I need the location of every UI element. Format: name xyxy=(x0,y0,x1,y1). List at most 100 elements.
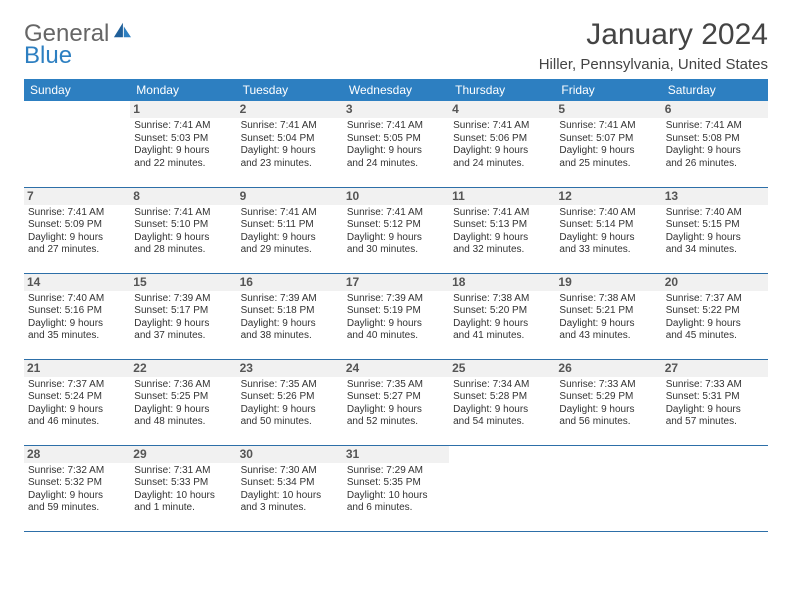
day-number: 6 xyxy=(662,101,768,118)
daylight-text: and 32 minutes. xyxy=(453,244,551,257)
day-cell: 13Sunrise: 7:40 AMSunset: 5:15 PMDayligh… xyxy=(662,187,768,273)
day-info: Sunrise: 7:41 AMSunset: 5:10 PMDaylight:… xyxy=(134,207,232,257)
day-cell: 10Sunrise: 7:41 AMSunset: 5:12 PMDayligh… xyxy=(343,187,449,273)
daylight-text: Daylight: 9 hours xyxy=(134,145,232,158)
day-number: 19 xyxy=(555,274,661,291)
day-number: 31 xyxy=(343,446,449,463)
daylight-text: Daylight: 9 hours xyxy=(666,232,764,245)
sunset-text: Sunset: 5:03 PM xyxy=(134,133,232,146)
daylight-text: Daylight: 9 hours xyxy=(241,404,339,417)
sunset-text: Sunset: 5:34 PM xyxy=(241,477,339,490)
sunset-text: Sunset: 5:28 PM xyxy=(453,391,551,404)
day-info: Sunrise: 7:41 AMSunset: 5:08 PMDaylight:… xyxy=(666,120,764,170)
daylight-text: and 35 minutes. xyxy=(28,330,126,343)
day-number: 20 xyxy=(662,274,768,291)
sunrise-text: Sunrise: 7:30 AM xyxy=(241,465,339,478)
sunset-text: Sunset: 5:29 PM xyxy=(559,391,657,404)
day-number: 23 xyxy=(237,360,343,377)
sunset-text: Sunset: 5:26 PM xyxy=(241,391,339,404)
day-number: 1 xyxy=(130,101,236,118)
daylight-text: Daylight: 10 hours xyxy=(241,490,339,503)
day-cell: 11Sunrise: 7:41 AMSunset: 5:13 PMDayligh… xyxy=(449,187,555,273)
daylight-text: and 23 minutes. xyxy=(241,158,339,171)
day-header-row: Sunday Monday Tuesday Wednesday Thursday… xyxy=(24,79,768,101)
day-cell: 4Sunrise: 7:41 AMSunset: 5:06 PMDaylight… xyxy=(449,101,555,187)
sunset-text: Sunset: 5:22 PM xyxy=(666,305,764,318)
sunset-text: Sunset: 5:04 PM xyxy=(241,133,339,146)
daylight-text: Daylight: 9 hours xyxy=(347,404,445,417)
day-cell: 30Sunrise: 7:30 AMSunset: 5:34 PMDayligh… xyxy=(237,445,343,531)
week-row: 1Sunrise: 7:41 AMSunset: 5:03 PMDaylight… xyxy=(24,101,768,187)
day-cell xyxy=(24,101,130,187)
daylight-text: Daylight: 10 hours xyxy=(134,490,232,503)
day-number: 11 xyxy=(449,188,555,205)
sunset-text: Sunset: 5:08 PM xyxy=(666,133,764,146)
day-number: 17 xyxy=(343,274,449,291)
day-number: 10 xyxy=(343,188,449,205)
sunset-text: Sunset: 5:20 PM xyxy=(453,305,551,318)
sunset-text: Sunset: 5:33 PM xyxy=(134,477,232,490)
sunrise-text: Sunrise: 7:37 AM xyxy=(666,293,764,306)
day-number: 3 xyxy=(343,101,449,118)
daylight-text: Daylight: 9 hours xyxy=(666,404,764,417)
day-number: 16 xyxy=(237,274,343,291)
sunrise-text: Sunrise: 7:37 AM xyxy=(28,379,126,392)
sunrise-text: Sunrise: 7:41 AM xyxy=(453,207,551,220)
daylight-text: Daylight: 9 hours xyxy=(453,232,551,245)
day-info: Sunrise: 7:41 AMSunset: 5:09 PMDaylight:… xyxy=(28,207,126,257)
sunrise-text: Sunrise: 7:39 AM xyxy=(241,293,339,306)
sunset-text: Sunset: 5:24 PM xyxy=(28,391,126,404)
sunset-text: Sunset: 5:19 PM xyxy=(347,305,445,318)
daylight-text: Daylight: 10 hours xyxy=(347,490,445,503)
daylight-text: Daylight: 9 hours xyxy=(134,232,232,245)
daylight-text: and 54 minutes. xyxy=(453,416,551,429)
sunrise-text: Sunrise: 7:41 AM xyxy=(347,120,445,133)
daylight-text: and 48 minutes. xyxy=(134,416,232,429)
day-cell: 16 Sunrise: 7:39 AMSunset: 5:18 PMDayligh… xyxy=(237,273,343,359)
day-cell: 1Sunrise: 7:41 AMSunset: 5:03 PMDaylight… xyxy=(130,101,236,187)
daylight-text: Daylight: 9 hours xyxy=(666,145,764,158)
daylight-text: and 33 minutes. xyxy=(559,244,657,257)
sunrise-text: Sunrise: 7:35 AM xyxy=(347,379,445,392)
day-info: Sunrise: 7:40 AMSunset: 5:16 PMDaylight:… xyxy=(28,293,126,343)
logo-word-2: Blue xyxy=(24,44,133,68)
daylight-text: and 26 minutes. xyxy=(666,158,764,171)
day-number: 29 xyxy=(130,446,236,463)
sunset-text: Sunset: 5:11 PM xyxy=(241,219,339,232)
sunset-text: Sunset: 5:12 PM xyxy=(347,219,445,232)
week-row: 14Sunrise: 7:40 AMSunset: 5:16 PMDayligh… xyxy=(24,273,768,359)
day-cell xyxy=(662,445,768,531)
sunset-text: Sunset: 5:06 PM xyxy=(453,133,551,146)
day-info: Sunrise: 7:35 AMSunset: 5:26 PMDaylight:… xyxy=(241,379,339,429)
sunrise-text: Sunrise: 7:38 AM xyxy=(559,293,657,306)
sunrise-text: Sunrise: 7:29 AM xyxy=(347,465,445,478)
day-number: 9 xyxy=(237,188,343,205)
daylight-text: and 1 minute. xyxy=(134,502,232,515)
day-info: Sunrise: 7:41 AMSunset: 5:11 PMDaylight:… xyxy=(241,207,339,257)
day-cell: 20Sunrise: 7:37 AMSunset: 5:22 PMDayligh… xyxy=(662,273,768,359)
daylight-text: Daylight: 9 hours xyxy=(559,404,657,417)
day-info: Sunrise: 7:41 AMSunset: 5:05 PMDaylight:… xyxy=(347,120,445,170)
daylight-text: Daylight: 9 hours xyxy=(559,318,657,331)
day-cell: 29Sunrise: 7:31 AMSunset: 5:33 PMDayligh… xyxy=(130,445,236,531)
sunset-text: Sunset: 5:17 PM xyxy=(134,305,232,318)
sunset-text: Sunset: 5:07 PM xyxy=(559,133,657,146)
day-cell xyxy=(555,445,661,531)
sunrise-text: Sunrise: 7:35 AM xyxy=(241,379,339,392)
day-number: 21 xyxy=(24,360,130,377)
day-cell: 31Sunrise: 7:29 AMSunset: 5:35 PMDayligh… xyxy=(343,445,449,531)
day-number: 27 xyxy=(662,360,768,377)
day-number: 2 xyxy=(237,101,343,118)
day-number: 7 xyxy=(24,188,130,205)
day-info: Sunrise: 7:39 AMSunset: 5:18 PMDaylight:… xyxy=(241,293,339,343)
daylight-text: and 27 minutes. xyxy=(28,244,126,257)
day-cell: 25Sunrise: 7:34 AMSunset: 5:28 PMDayligh… xyxy=(449,359,555,445)
day-cell: 2Sunrise: 7:41 AMSunset: 5:04 PMDaylight… xyxy=(237,101,343,187)
sunrise-text: Sunrise: 7:41 AM xyxy=(666,120,764,133)
sunset-text: Sunset: 5:25 PM xyxy=(134,391,232,404)
sunrise-text: Sunrise: 7:36 AM xyxy=(134,379,232,392)
daylight-text: and 38 minutes. xyxy=(241,330,339,343)
sunset-text: Sunset: 5:14 PM xyxy=(559,219,657,232)
sunrise-text: Sunrise: 7:40 AM xyxy=(28,293,126,306)
daylight-text: and 46 minutes. xyxy=(28,416,126,429)
